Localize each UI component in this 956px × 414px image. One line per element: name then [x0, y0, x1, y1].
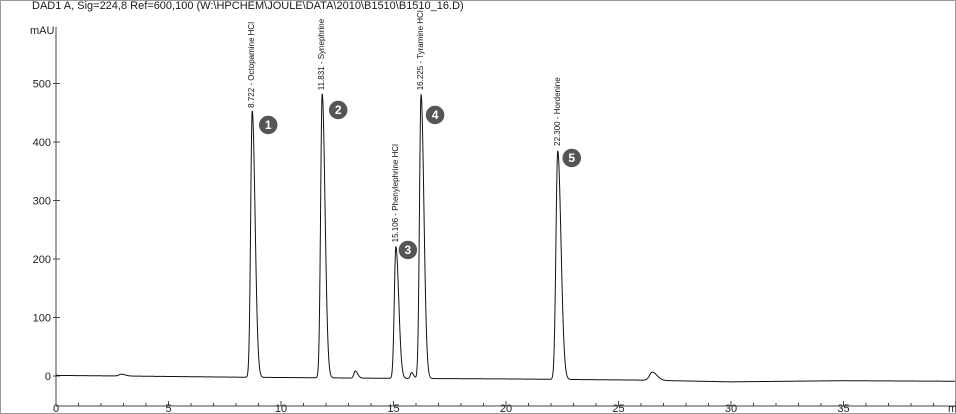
peak-label: 22.300 - Hordenine — [553, 77, 562, 146]
badge-circle — [327, 99, 349, 121]
peak-label: 15.106 - Phenylephrine HCl — [391, 144, 400, 243]
x-tick-label: 5 — [165, 403, 171, 414]
badge-circle — [561, 147, 583, 169]
x-tick-label: 30 — [725, 403, 737, 414]
x-tick-label: 15 — [387, 403, 399, 414]
badge-circle — [424, 104, 446, 126]
y-tick-label: 200 — [33, 254, 51, 266]
chromatogram-trace — [56, 92, 955, 383]
x-tick-label: 0 — [53, 403, 59, 414]
x-tick-label: 35 — [837, 403, 849, 414]
badge-number: 2 — [335, 103, 342, 117]
peak-number-badge: 4 — [424, 104, 446, 126]
badge-number: 3 — [405, 243, 412, 257]
badge-circle — [397, 239, 419, 261]
badge-number: 5 — [568, 151, 575, 165]
y-tick-label: 100 — [33, 313, 51, 325]
peak-number-badge: 1 — [257, 114, 279, 136]
y-tick-label: 300 — [33, 196, 51, 208]
x-tick-label: 10 — [275, 403, 287, 414]
x-unit-label: m — [948, 403, 956, 414]
x-tick-label: 20 — [500, 403, 512, 414]
chart-title: DAD1 A, Sig=224,8 Ref=600,100 (W:\HPCHEM… — [32, 0, 464, 12]
y-tick-label: 0 — [45, 371, 51, 383]
badge-circle — [257, 114, 279, 136]
peak-number-badge: 2 — [327, 99, 349, 121]
peak-number-badge: 3 — [397, 239, 419, 261]
peak-label: 8.722 - Octopamine HCl — [247, 22, 256, 108]
y-tick-label: 400 — [33, 137, 51, 149]
peak-label: 11.831 - Synephrine — [317, 18, 326, 90]
badge-number: 4 — [432, 108, 439, 122]
x-tick-label: 25 — [612, 403, 624, 414]
y-tick-label: 500 — [33, 79, 51, 91]
peak-label: 16.225 - Tyramine HCl — [416, 10, 425, 90]
peak-number-badge: 5 — [561, 147, 583, 169]
badge-number: 1 — [265, 118, 272, 132]
y-axis-label: mAU — [30, 25, 55, 37]
